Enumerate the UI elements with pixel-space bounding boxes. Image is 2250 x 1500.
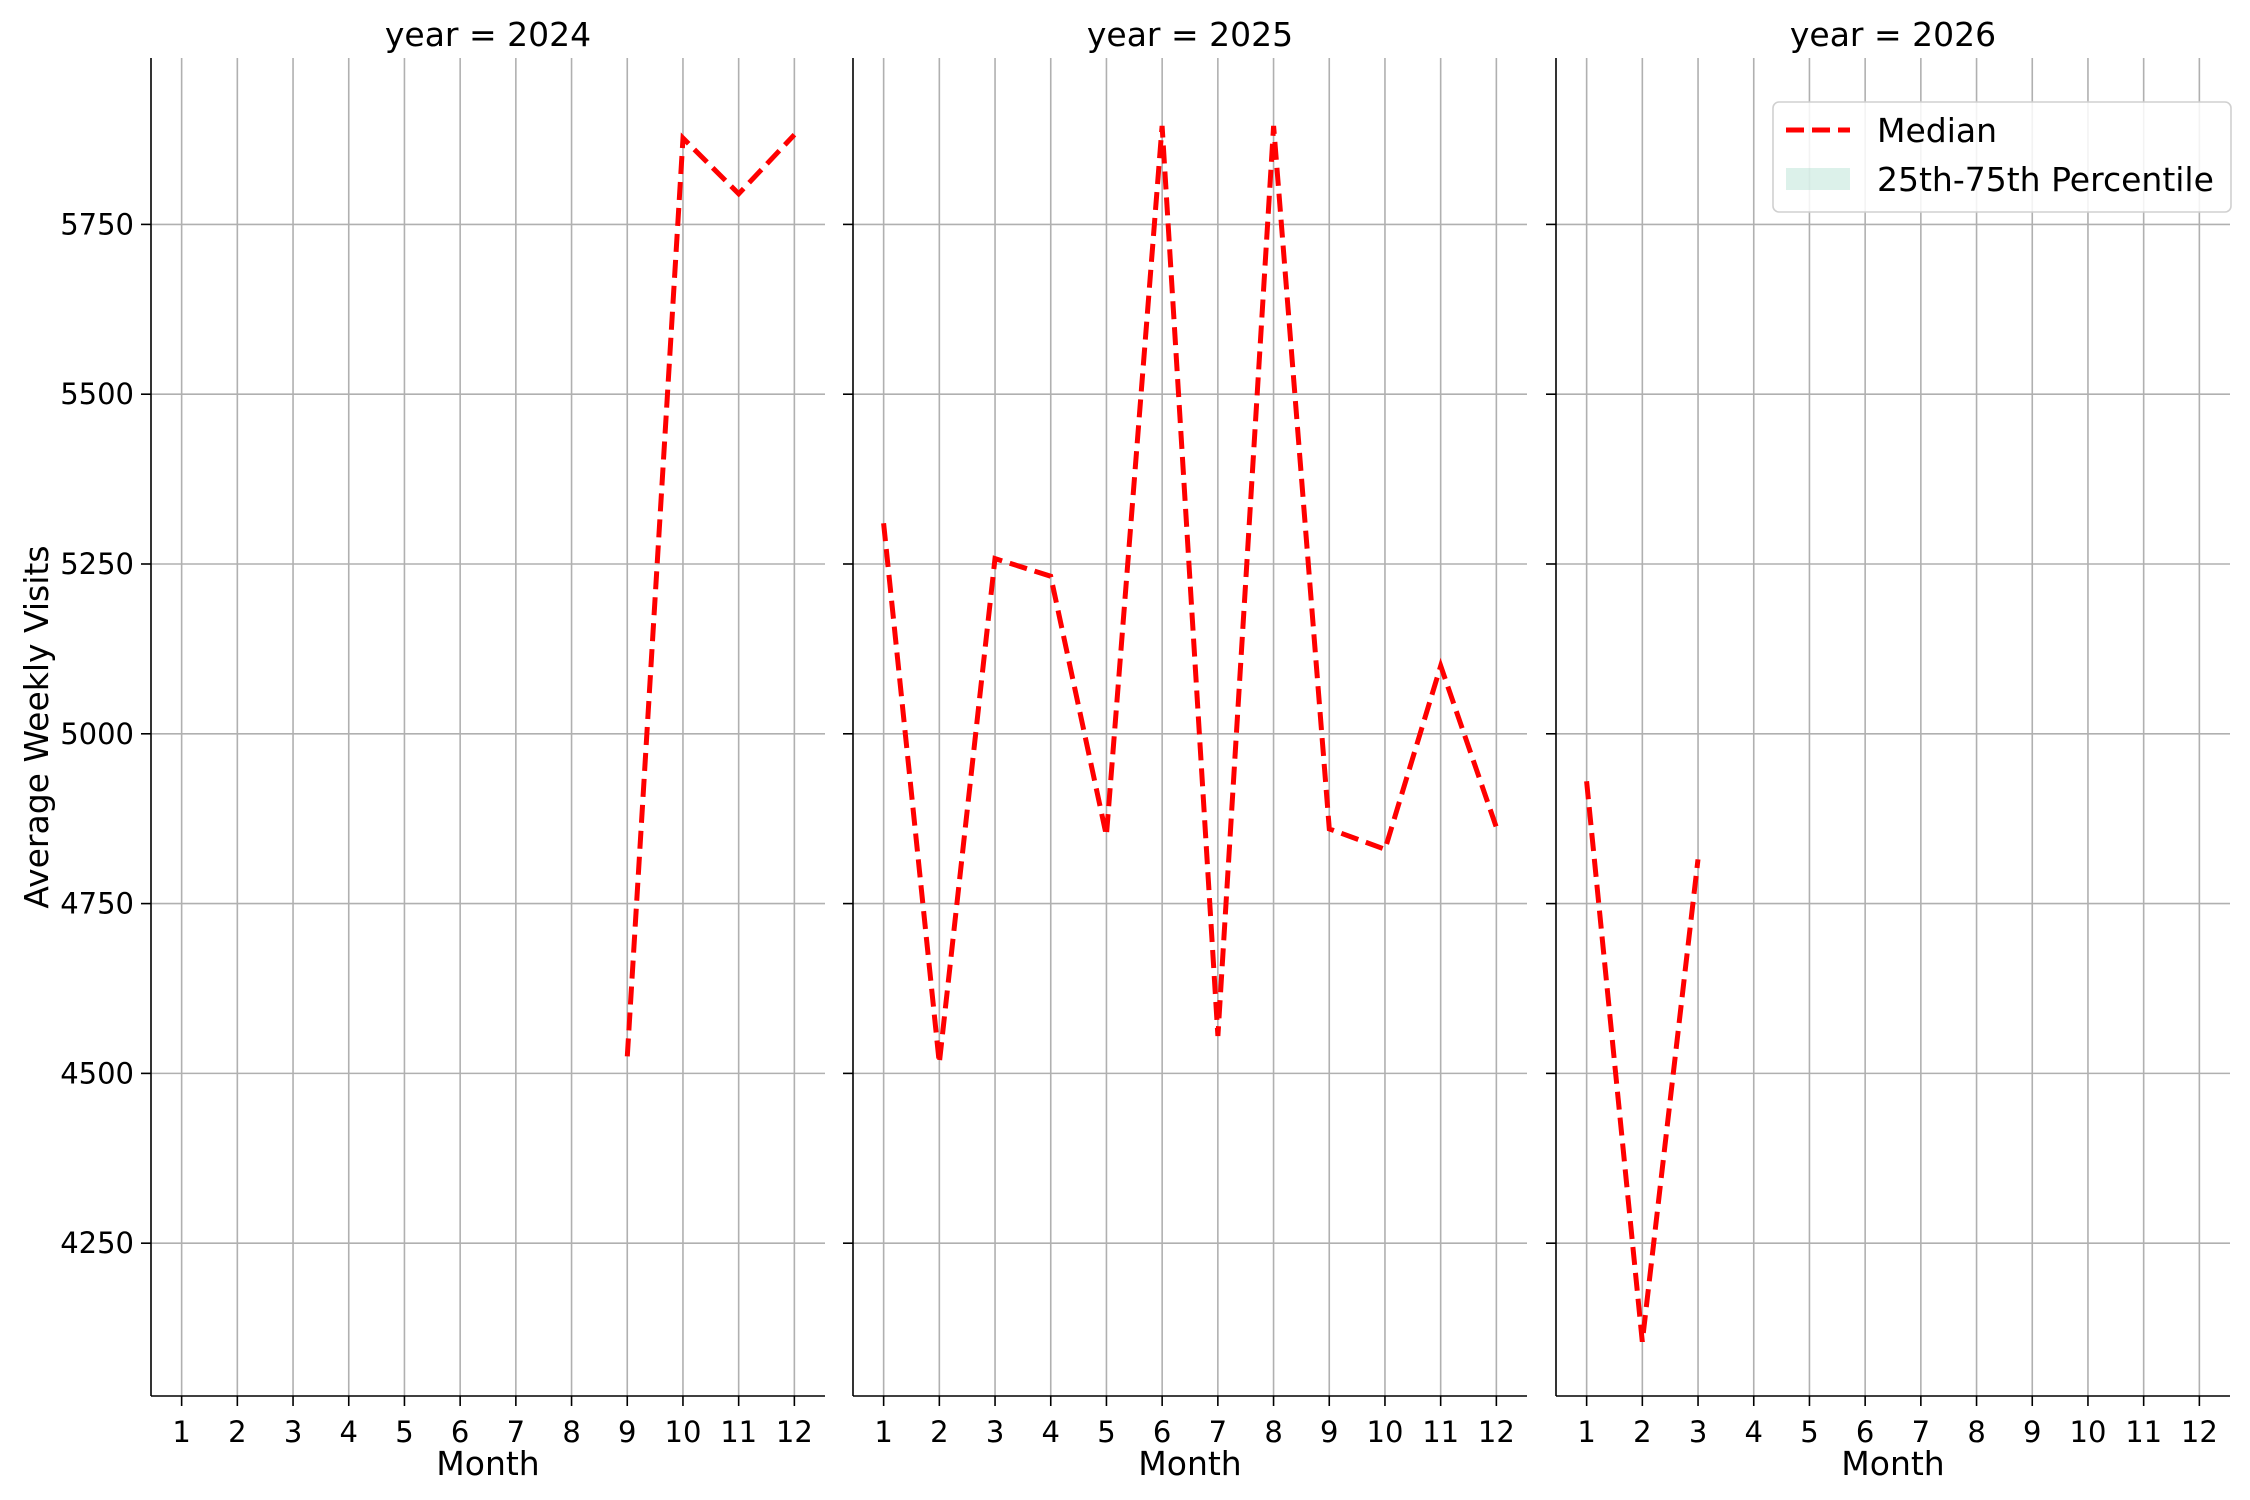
y-tick-label: 4500 — [60, 1056, 134, 1090]
x-tick-label: 1 — [874, 1415, 892, 1449]
panel-title: year = 2025 — [1087, 15, 1293, 54]
panel-title: year = 2026 — [1790, 15, 1996, 54]
x-tick-label: 12 — [776, 1415, 813, 1449]
x-tick-label: 4 — [1745, 1415, 1763, 1449]
legend-percentile-swatch — [1786, 168, 1850, 190]
legend-median-label: Median — [1877, 111, 1997, 150]
x-tick-label: 3 — [1689, 1415, 1707, 1449]
x-tick-label: 5 — [1097, 1415, 1115, 1449]
panel-title: year = 2024 — [385, 15, 591, 54]
y-tick-label: 5000 — [60, 717, 134, 751]
median-point — [1326, 826, 1332, 832]
median-point — [624, 1053, 630, 1059]
x-tick-label: 9 — [2023, 1415, 2041, 1449]
x-tick-label: 12 — [2181, 1415, 2218, 1449]
median-point — [1639, 1339, 1645, 1345]
x-tick-label: 1 — [1577, 1415, 1595, 1449]
median-point — [936, 1060, 942, 1066]
x-tick-label: 9 — [618, 1415, 636, 1449]
median-point — [1695, 856, 1701, 862]
x-tick-label: 6 — [451, 1415, 469, 1449]
x-tick-label: 10 — [2070, 1415, 2107, 1449]
x-axis-label: Month — [1138, 1444, 1241, 1483]
x-tick-label: 6 — [1153, 1415, 1171, 1449]
median-point — [736, 191, 742, 197]
y-tick-label: 5250 — [60, 547, 134, 581]
x-tick-label: 8 — [1967, 1415, 1985, 1449]
x-tick-label: 9 — [1320, 1415, 1338, 1449]
x-tick-label: 11 — [720, 1415, 757, 1449]
median-series-line — [1584, 781, 1701, 1342]
x-tick-label: 5 — [395, 1415, 413, 1449]
median-point — [1159, 123, 1165, 129]
x-tick-label: 3 — [284, 1415, 302, 1449]
x-tick-label: 11 — [2125, 1415, 2162, 1449]
median-point — [1382, 846, 1388, 852]
x-tick-label: 2 — [930, 1415, 948, 1449]
x-tick-label: 4 — [340, 1415, 358, 1449]
legend-percentile-label: 25th-75th Percentile — [1877, 160, 2214, 199]
x-tick-label: 7 — [1912, 1415, 1930, 1449]
median-point — [1584, 778, 1590, 784]
x-tick-label: 6 — [1856, 1415, 1874, 1449]
y-tick-label: 4750 — [60, 887, 134, 921]
median-point — [1103, 833, 1109, 839]
median-point — [1438, 663, 1444, 669]
x-axis-label: Month — [436, 1444, 539, 1483]
y-tick-label: 5500 — [60, 377, 134, 411]
median-point — [1048, 573, 1054, 579]
median-series-line — [624, 132, 797, 1057]
x-tick-label: 8 — [1264, 1415, 1282, 1449]
x-axis-label: Month — [1841, 1444, 1944, 1483]
y-axis-label: Average Weekly Visits — [17, 545, 56, 908]
median-point — [881, 520, 887, 526]
x-tick-label: 2 — [1633, 1415, 1651, 1449]
legend-box — [1772, 101, 2232, 213]
x-tick-label: 7 — [1209, 1415, 1227, 1449]
median-point — [992, 556, 998, 562]
x-tick-label: 11 — [1422, 1415, 1459, 1449]
x-tick-label: 10 — [1367, 1415, 1404, 1449]
median-point — [1493, 825, 1499, 831]
x-tick-label: 2 — [228, 1415, 246, 1449]
median-series-line — [881, 125, 1499, 1064]
median-point — [791, 132, 797, 138]
x-tick-label: 10 — [665, 1415, 702, 1449]
x-tick-label: 3 — [986, 1415, 1004, 1449]
x-tick-label: 8 — [562, 1415, 580, 1449]
y-tick-label: 5750 — [60, 207, 134, 241]
median-point — [680, 135, 686, 141]
median-point — [1215, 1033, 1221, 1039]
median-point — [1271, 123, 1277, 129]
x-tick-label: 5 — [1800, 1415, 1818, 1449]
y-tick-label: 4250 — [60, 1226, 134, 1260]
x-tick-label: 1 — [172, 1415, 190, 1449]
x-tick-label: 7 — [507, 1415, 525, 1449]
x-tick-label: 4 — [1042, 1415, 1060, 1449]
x-tick-label: 12 — [1478, 1415, 1515, 1449]
